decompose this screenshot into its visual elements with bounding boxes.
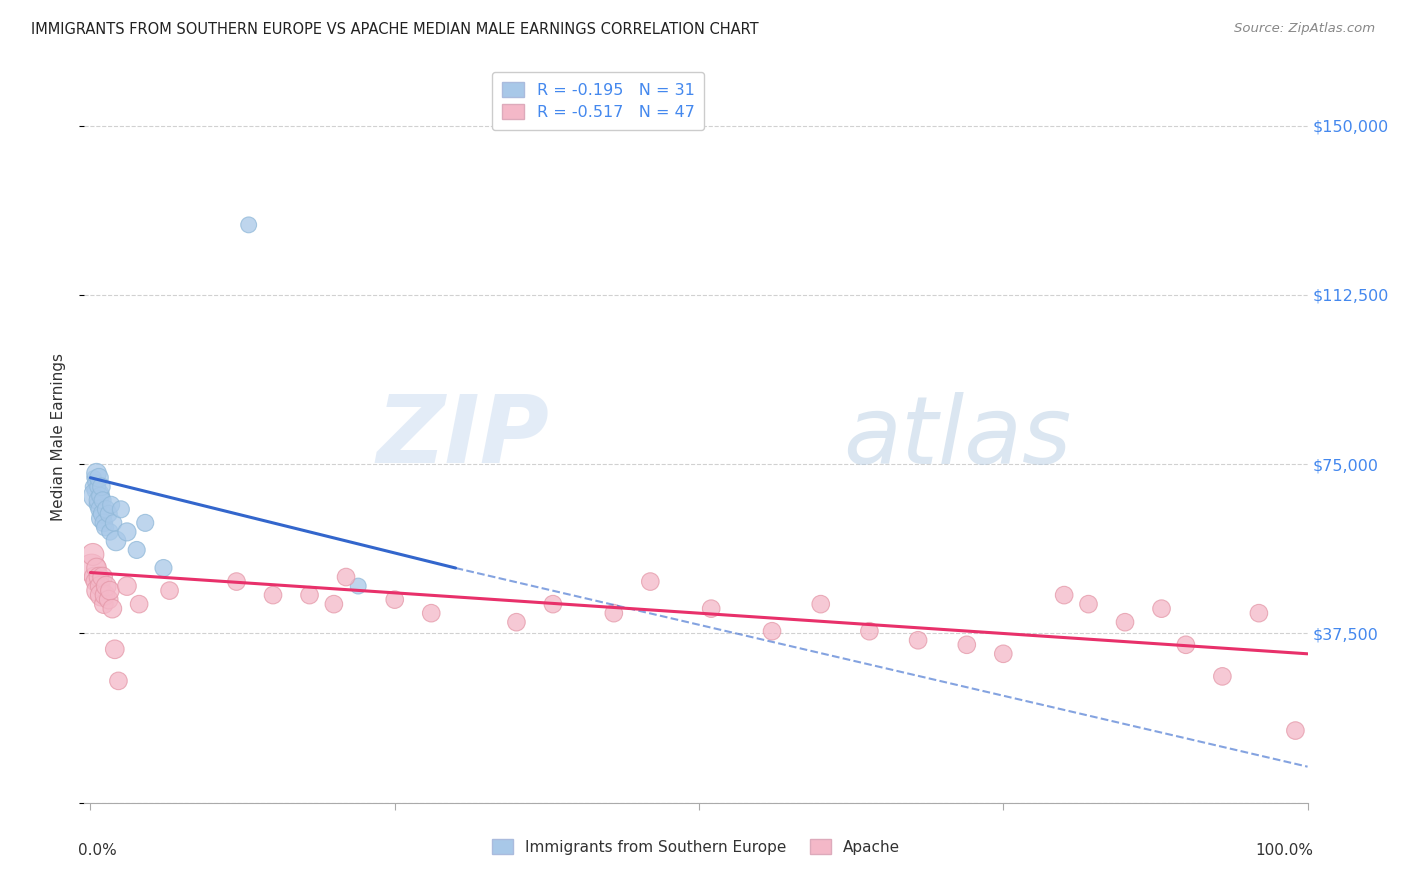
Point [80, 561, 103, 575]
Point [115, 524, 138, 539]
Point [1211, 669, 1233, 683]
Point [152, 561, 174, 575]
Point [810, 597, 832, 611]
Point [86, 489, 108, 503]
Point [84, 574, 107, 589]
Point [83, 471, 105, 485]
Text: atlas: atlas [842, 392, 1071, 483]
Point [907, 633, 929, 648]
Text: 100.0%: 100.0% [1256, 843, 1313, 858]
Point [105, 533, 128, 548]
Point [98, 524, 121, 539]
Point [101, 601, 124, 615]
Point [115, 579, 138, 593]
Point [97, 592, 120, 607]
Point [86, 561, 108, 575]
Point [1150, 601, 1173, 615]
Point [335, 570, 357, 584]
Point [128, 597, 150, 611]
Point [82, 548, 104, 562]
Point [91, 570, 114, 584]
Point [87, 493, 110, 508]
Point [84, 475, 107, 490]
Legend: Immigrants from Southern Europe, Apache: Immigrants from Southern Europe, Apache [485, 833, 907, 861]
Point [347, 579, 370, 593]
Point [97, 507, 120, 521]
Point [541, 597, 564, 611]
Point [87, 480, 110, 494]
Point [82, 480, 104, 494]
Point [89, 489, 111, 503]
Point [87, 570, 110, 584]
Point [87, 471, 110, 485]
Point [134, 516, 156, 530]
Point [125, 543, 148, 558]
Point [110, 502, 132, 516]
Point [83, 484, 105, 499]
Point [956, 638, 979, 652]
Point [87, 498, 110, 512]
Point [91, 493, 114, 508]
Point [90, 480, 112, 494]
Point [322, 597, 344, 611]
Y-axis label: Median Male Earnings: Median Male Earnings [51, 353, 66, 521]
Point [104, 642, 127, 657]
Point [262, 588, 284, 602]
Point [91, 507, 114, 521]
Point [1053, 588, 1076, 602]
Point [603, 606, 626, 620]
Point [96, 502, 118, 516]
Point [1247, 606, 1270, 620]
Point [90, 511, 112, 525]
Point [1077, 597, 1099, 611]
Point [700, 601, 723, 615]
Point [93, 597, 115, 611]
Point [159, 583, 181, 598]
Point [89, 502, 111, 516]
Point [107, 673, 129, 688]
Point [98, 583, 121, 598]
Point [238, 218, 260, 232]
Point [298, 588, 321, 602]
Point [384, 592, 406, 607]
Point [87, 583, 110, 598]
Text: ZIP: ZIP [377, 391, 550, 483]
Point [420, 606, 443, 620]
Point [858, 624, 880, 639]
Point [89, 579, 111, 593]
Point [993, 647, 1015, 661]
Point [94, 588, 117, 602]
Point [100, 498, 122, 512]
Point [90, 588, 112, 602]
Text: Source: ZipAtlas.com: Source: ZipAtlas.com [1234, 22, 1375, 36]
Point [96, 579, 118, 593]
Point [1284, 723, 1306, 738]
Point [93, 516, 115, 530]
Text: IMMIGRANTS FROM SOUTHERN EUROPE VS APACHE MEDIAN MALE EARNINGS CORRELATION CHART: IMMIGRANTS FROM SOUTHERN EUROPE VS APACH… [31, 22, 759, 37]
Point [225, 574, 247, 589]
Point [505, 615, 527, 630]
Point [1114, 615, 1136, 630]
Point [1174, 638, 1197, 652]
Point [86, 466, 108, 480]
Point [94, 520, 117, 534]
Text: 0.0%: 0.0% [79, 843, 117, 858]
Point [83, 570, 105, 584]
Point [103, 516, 125, 530]
Point [761, 624, 783, 639]
Point [640, 574, 662, 589]
